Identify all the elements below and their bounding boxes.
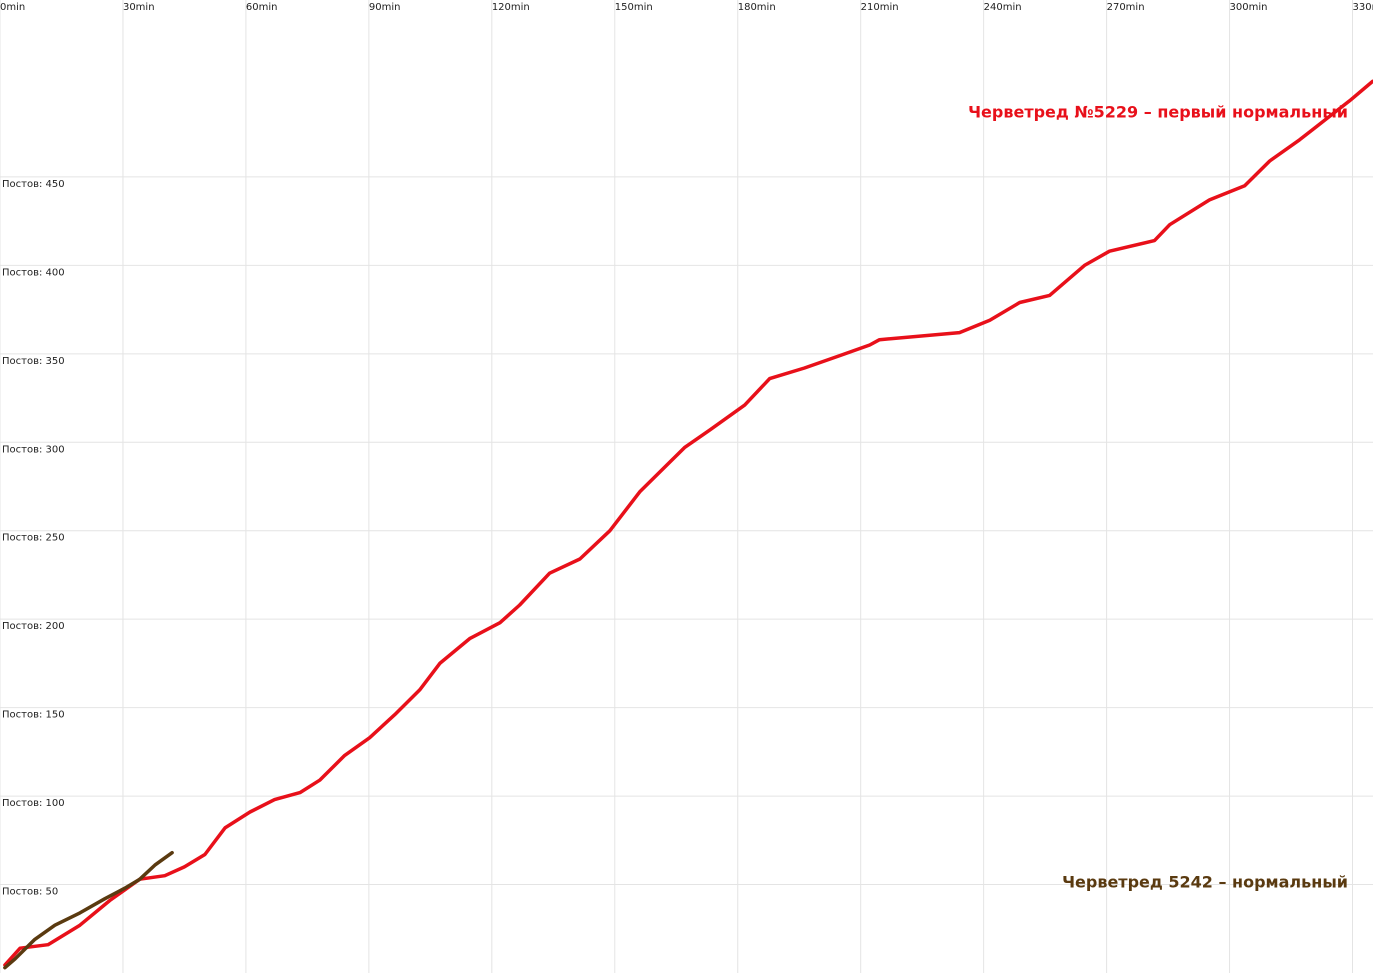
y-tick-label: Постов: 350 [2, 356, 65, 367]
x-tick-label: 180min [738, 2, 776, 13]
x-tick-label: 150min [615, 2, 653, 13]
y-tick-label: Постов: 150 [2, 710, 65, 721]
x-tick-label: 90min [369, 2, 401, 13]
series-line [3, 79, 1373, 967]
x-tick-label: 30min [123, 2, 155, 13]
y-tick-label: Постов: 250 [2, 533, 65, 544]
x-tick-label: 60min [246, 2, 278, 13]
x-tick-label: 0min [0, 2, 25, 13]
legend-label: Черветред №5229 – первый нормальный [968, 103, 1348, 122]
y-tick-label: Постов: 50 [2, 887, 58, 898]
legend-label: Черветред 5242 – нормальный [1062, 873, 1348, 892]
x-tick-label: 300min [1230, 2, 1268, 13]
x-tick-label: 120min [492, 2, 530, 13]
x-tick-label: 240min [984, 2, 1022, 13]
y-tick-label: Постов: 200 [2, 621, 65, 632]
y-tick-label: Постов: 300 [2, 444, 65, 455]
x-tick-label: 270min [1107, 2, 1145, 13]
y-tick-label: Постов: 100 [2, 798, 65, 809]
y-tick-label: Постов: 400 [2, 267, 65, 278]
y-tick-label: Постов: 450 [2, 179, 65, 190]
x-tick-label: 330min [1353, 2, 1373, 13]
series-line [3, 850, 174, 970]
x-tick-label: 210min [861, 2, 899, 13]
